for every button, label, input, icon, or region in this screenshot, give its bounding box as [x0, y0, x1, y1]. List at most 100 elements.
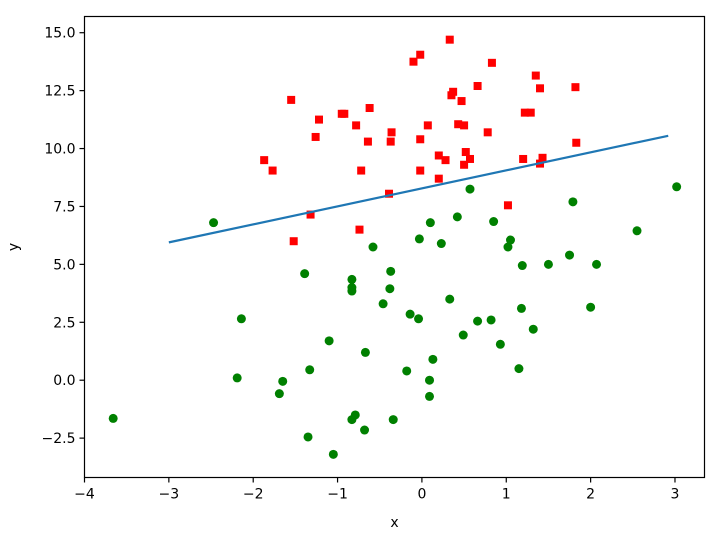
green-circle-point — [328, 449, 338, 459]
green-circle-point — [528, 324, 538, 334]
green-circle-point — [489, 217, 499, 227]
green-circle-point — [378, 299, 388, 309]
green-circle-point — [209, 218, 219, 228]
red-square-point — [352, 121, 361, 130]
green-circle-point — [414, 234, 424, 244]
red-square-point — [571, 83, 580, 92]
red-square-point — [387, 128, 396, 137]
green-circle-point — [347, 286, 357, 296]
green-circle-point — [473, 316, 483, 326]
x-tick-label: 3 — [671, 487, 680, 503]
green-circle-point — [586, 302, 596, 312]
red-square-point — [487, 58, 496, 67]
green-circle-point — [368, 242, 378, 252]
red-square-point — [460, 121, 469, 130]
red-square-point — [386, 137, 395, 146]
green-circle-point — [452, 212, 462, 222]
red-square-point — [531, 71, 540, 80]
green-circle-point — [303, 432, 313, 442]
red-square-point — [409, 57, 418, 66]
y-tick-label: 0.0 — [53, 373, 75, 389]
plot-frame — [83, 15, 706, 479]
regression-line — [168, 134, 669, 244]
green-circle-point — [347, 274, 357, 284]
red-square-point — [287, 95, 296, 104]
red-square-point — [311, 132, 320, 141]
green-circle-point — [386, 266, 396, 276]
green-circle-point — [445, 294, 455, 304]
red-square-point — [363, 137, 372, 146]
green-circle-point — [505, 235, 515, 245]
red-square-point — [385, 189, 394, 198]
red-square-point — [483, 128, 492, 137]
x-tick-label: −3 — [159, 487, 180, 503]
y-axis-label: y — [6, 243, 22, 251]
red-square-point — [441, 156, 450, 165]
green-circle-point — [425, 391, 435, 401]
green-circle-point — [565, 250, 575, 260]
x-tick-label: −4 — [74, 487, 95, 503]
red-square-point — [538, 153, 547, 162]
red-square-point — [466, 154, 474, 163]
x-axis-label: x — [390, 515, 398, 531]
x-tick-label: 1 — [502, 487, 511, 503]
red-square-point — [355, 225, 364, 234]
axis-tick-labels: −4 −3 −2 −1 0 1 2 3 −2.5 0.0 2.5 5.0 7.5 10.0 12.5 15.0 — [42, 26, 680, 503]
green-circle-point — [402, 366, 412, 376]
green-circle-point — [436, 239, 446, 249]
red-square-point — [519, 154, 528, 163]
red-square-point — [503, 201, 512, 210]
red-square-point — [536, 84, 545, 93]
green-circle-point — [568, 197, 578, 207]
red-square-point — [473, 82, 482, 90]
green-circle-point — [428, 354, 438, 364]
red-square-point — [357, 166, 366, 175]
green-circle-point — [672, 182, 682, 192]
green-circle-point — [495, 339, 505, 349]
green-circle-point — [425, 375, 435, 385]
green-circle-point — [632, 226, 642, 236]
red-square-point — [416, 135, 425, 144]
green-circle-point — [425, 218, 435, 228]
red-square-point — [461, 148, 470, 157]
red-square-point — [434, 174, 443, 183]
axis-ticks — [79, 32, 676, 483]
red-square-point — [445, 35, 454, 44]
y-tick-label: −2.5 — [42, 431, 76, 447]
green-circle-point — [360, 425, 370, 435]
green-circle-point — [543, 259, 553, 269]
green-circle-point — [503, 242, 513, 252]
red-square-point — [340, 109, 349, 118]
red-square-point — [416, 166, 425, 175]
x-tick-label: 2 — [586, 487, 595, 503]
red-square-point — [268, 166, 277, 175]
y-tick-label: 10.0 — [44, 142, 75, 158]
green-circle-point — [388, 415, 398, 425]
red-square-point — [572, 138, 581, 147]
red-square-point — [289, 237, 298, 246]
green-circle-point — [514, 364, 524, 374]
green-circle-point — [385, 284, 395, 294]
red-square-point — [457, 97, 466, 106]
green-circle-point — [486, 315, 496, 325]
y-tick-label: 7.5 — [53, 199, 75, 215]
y-tick-label: 12.5 — [44, 84, 75, 100]
green-circle-point — [517, 261, 527, 271]
green-circle-point — [300, 269, 310, 279]
green-circle-point — [305, 365, 315, 375]
green-circle-point — [405, 309, 415, 319]
green-circle-point — [108, 413, 118, 423]
y-tick-label: 5.0 — [53, 257, 75, 273]
green-circle-point — [516, 303, 526, 313]
green-circle-point — [274, 389, 284, 399]
red-square-point — [526, 108, 535, 117]
green-circle-point — [360, 347, 370, 357]
plot-data — [108, 35, 682, 459]
green-circle-point — [414, 314, 424, 324]
green-circle-point — [232, 373, 242, 383]
red-square-point — [434, 151, 443, 160]
y-tick-label: 15.0 — [44, 26, 75, 42]
green-circle-point — [350, 410, 360, 420]
green-circle-point — [278, 376, 288, 386]
red-square-point — [460, 160, 469, 169]
